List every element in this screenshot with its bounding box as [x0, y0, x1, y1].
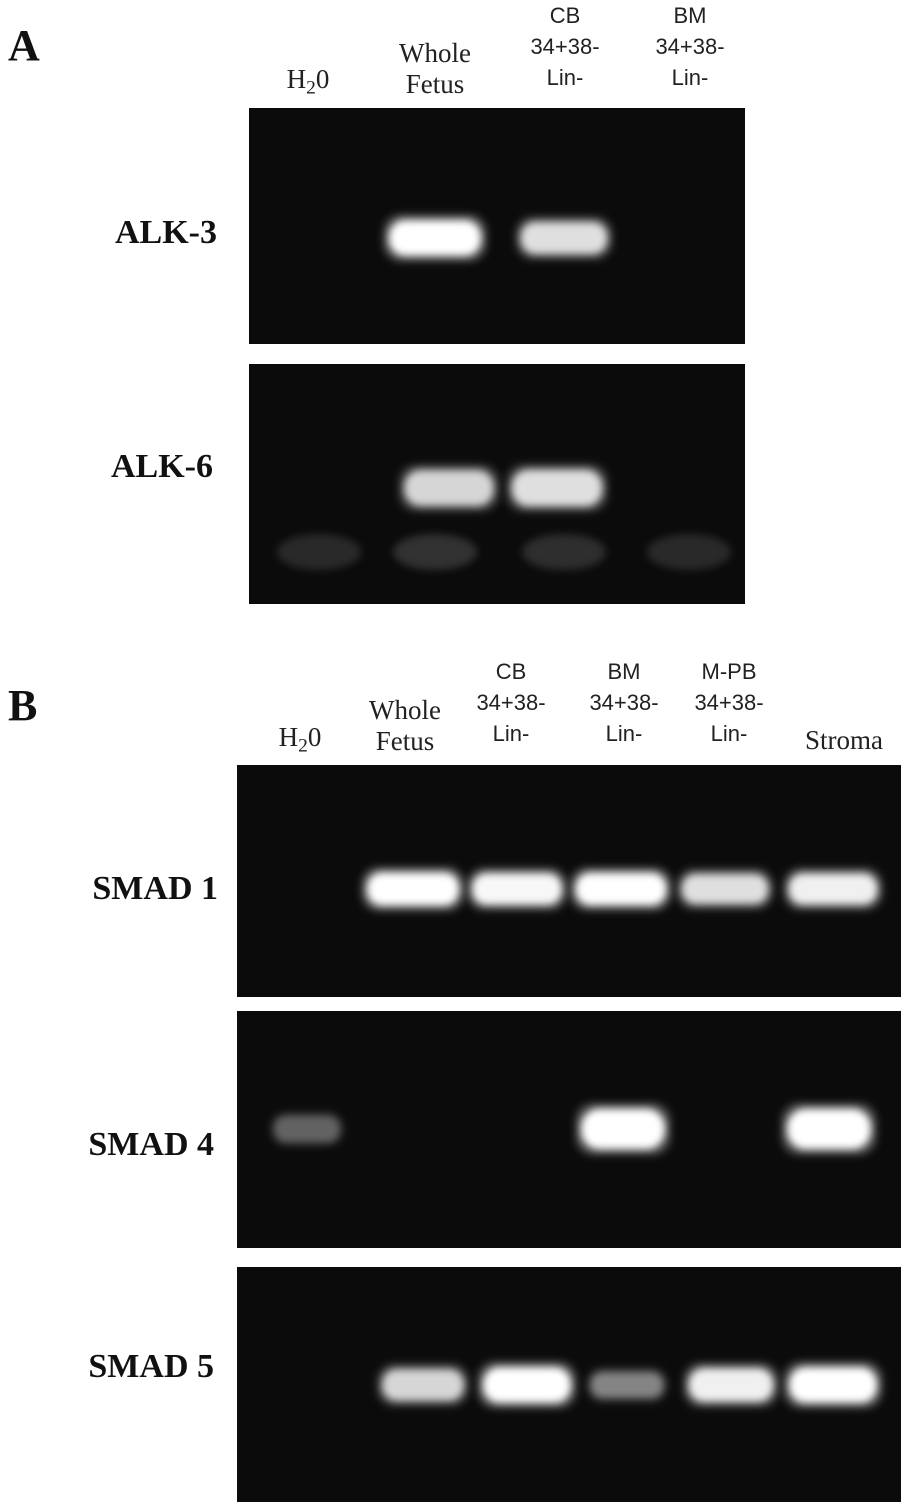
gel-alk-6-image — [277, 463, 731, 570]
gel-band — [511, 469, 603, 507]
primer-smear — [277, 534, 361, 570]
gene-label-smad-5: SMAD 5 — [88, 1348, 214, 1385]
gel-smad-5 — [237, 1267, 901, 1502]
gel-band — [366, 872, 460, 906]
primer-smear — [393, 534, 477, 570]
gel-smad-5-image — [376, 1361, 884, 1409]
gel-band — [590, 1371, 664, 1399]
panel-b-lane-6-header: Stroma — [805, 725, 883, 755]
gene-label-alk-3: ALK-3 — [115, 214, 217, 251]
gel-band — [273, 1115, 341, 1143]
panel-a-lane-4-header: BM 34+38- Lin- — [655, 3, 725, 90]
gel-band — [388, 220, 482, 256]
primer-smear — [522, 534, 606, 570]
gel-alk-6 — [249, 364, 745, 604]
gene-label-alk-6: ALK-6 — [111, 448, 213, 485]
panel-b-lane-5-header: M-PB 34+38- Lin- — [694, 659, 764, 746]
gel-alk-3 — [249, 108, 745, 344]
gene-label-smad-4: SMAD 4 — [88, 1126, 214, 1163]
panel-b-lane-3-header: CB 34+38- Lin- — [476, 659, 546, 746]
panel-b-lane-2-header: Whole Fetus — [369, 695, 441, 756]
gel-smad-4 — [237, 1011, 901, 1248]
gel-smad-1 — [237, 765, 901, 997]
panel-a-lane-2-header: Whole Fetus — [399, 38, 471, 99]
gel-band — [581, 1108, 665, 1150]
gel-smad-4-image — [273, 1102, 877, 1156]
gel-band — [788, 873, 878, 905]
gel-smad-1-image — [360, 866, 884, 912]
panel-b-lane-1-header: H20 — [278, 722, 322, 757]
gel-alk-3-image — [382, 214, 614, 262]
gene-label-smad-1: SMAD 1 — [92, 870, 218, 907]
gel-band — [520, 221, 608, 255]
gel-band — [788, 1367, 878, 1403]
gel-band — [688, 1368, 774, 1402]
panel-b-lane-4-header: BM 34+38- Lin- — [589, 659, 659, 746]
panel-b-letter: B — [8, 681, 38, 730]
gel-band — [404, 469, 494, 507]
panel-a-lane-3-header: CB 34+38- Lin- — [530, 3, 600, 90]
gel-band — [471, 872, 563, 906]
gel-band — [382, 1369, 464, 1401]
panel-a-letter: A — [8, 21, 40, 70]
gel-band — [482, 1367, 572, 1403]
gel-band — [787, 1108, 871, 1150]
gel-band — [575, 872, 667, 906]
panel-a-lane-1-header: H20 — [286, 64, 330, 99]
gel-band — [681, 873, 769, 905]
primer-smear — [647, 534, 731, 570]
